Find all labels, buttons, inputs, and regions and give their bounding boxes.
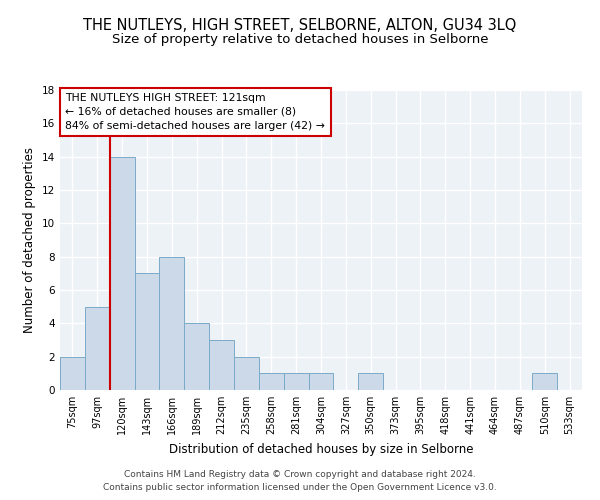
Y-axis label: Number of detached properties: Number of detached properties — [23, 147, 37, 333]
Bar — [110, 156, 134, 390]
Bar — [184, 324, 209, 390]
Bar — [209, 340, 234, 390]
Bar — [358, 374, 383, 390]
Bar — [134, 274, 160, 390]
Bar — [160, 256, 184, 390]
Bar — [308, 374, 334, 390]
Text: THE NUTLEYS HIGH STREET: 121sqm
← 16% of detached houses are smaller (8)
84% of : THE NUTLEYS HIGH STREET: 121sqm ← 16% of… — [65, 93, 325, 131]
X-axis label: Distribution of detached houses by size in Selborne: Distribution of detached houses by size … — [169, 442, 473, 456]
Bar — [85, 306, 110, 390]
Bar — [284, 374, 308, 390]
Bar — [532, 374, 557, 390]
Bar — [259, 374, 284, 390]
Text: Contains HM Land Registry data © Crown copyright and database right 2024.
Contai: Contains HM Land Registry data © Crown c… — [103, 470, 497, 492]
Bar — [60, 356, 85, 390]
Text: Size of property relative to detached houses in Selborne: Size of property relative to detached ho… — [112, 32, 488, 46]
Text: THE NUTLEYS, HIGH STREET, SELBORNE, ALTON, GU34 3LQ: THE NUTLEYS, HIGH STREET, SELBORNE, ALTO… — [83, 18, 517, 32]
Bar — [234, 356, 259, 390]
